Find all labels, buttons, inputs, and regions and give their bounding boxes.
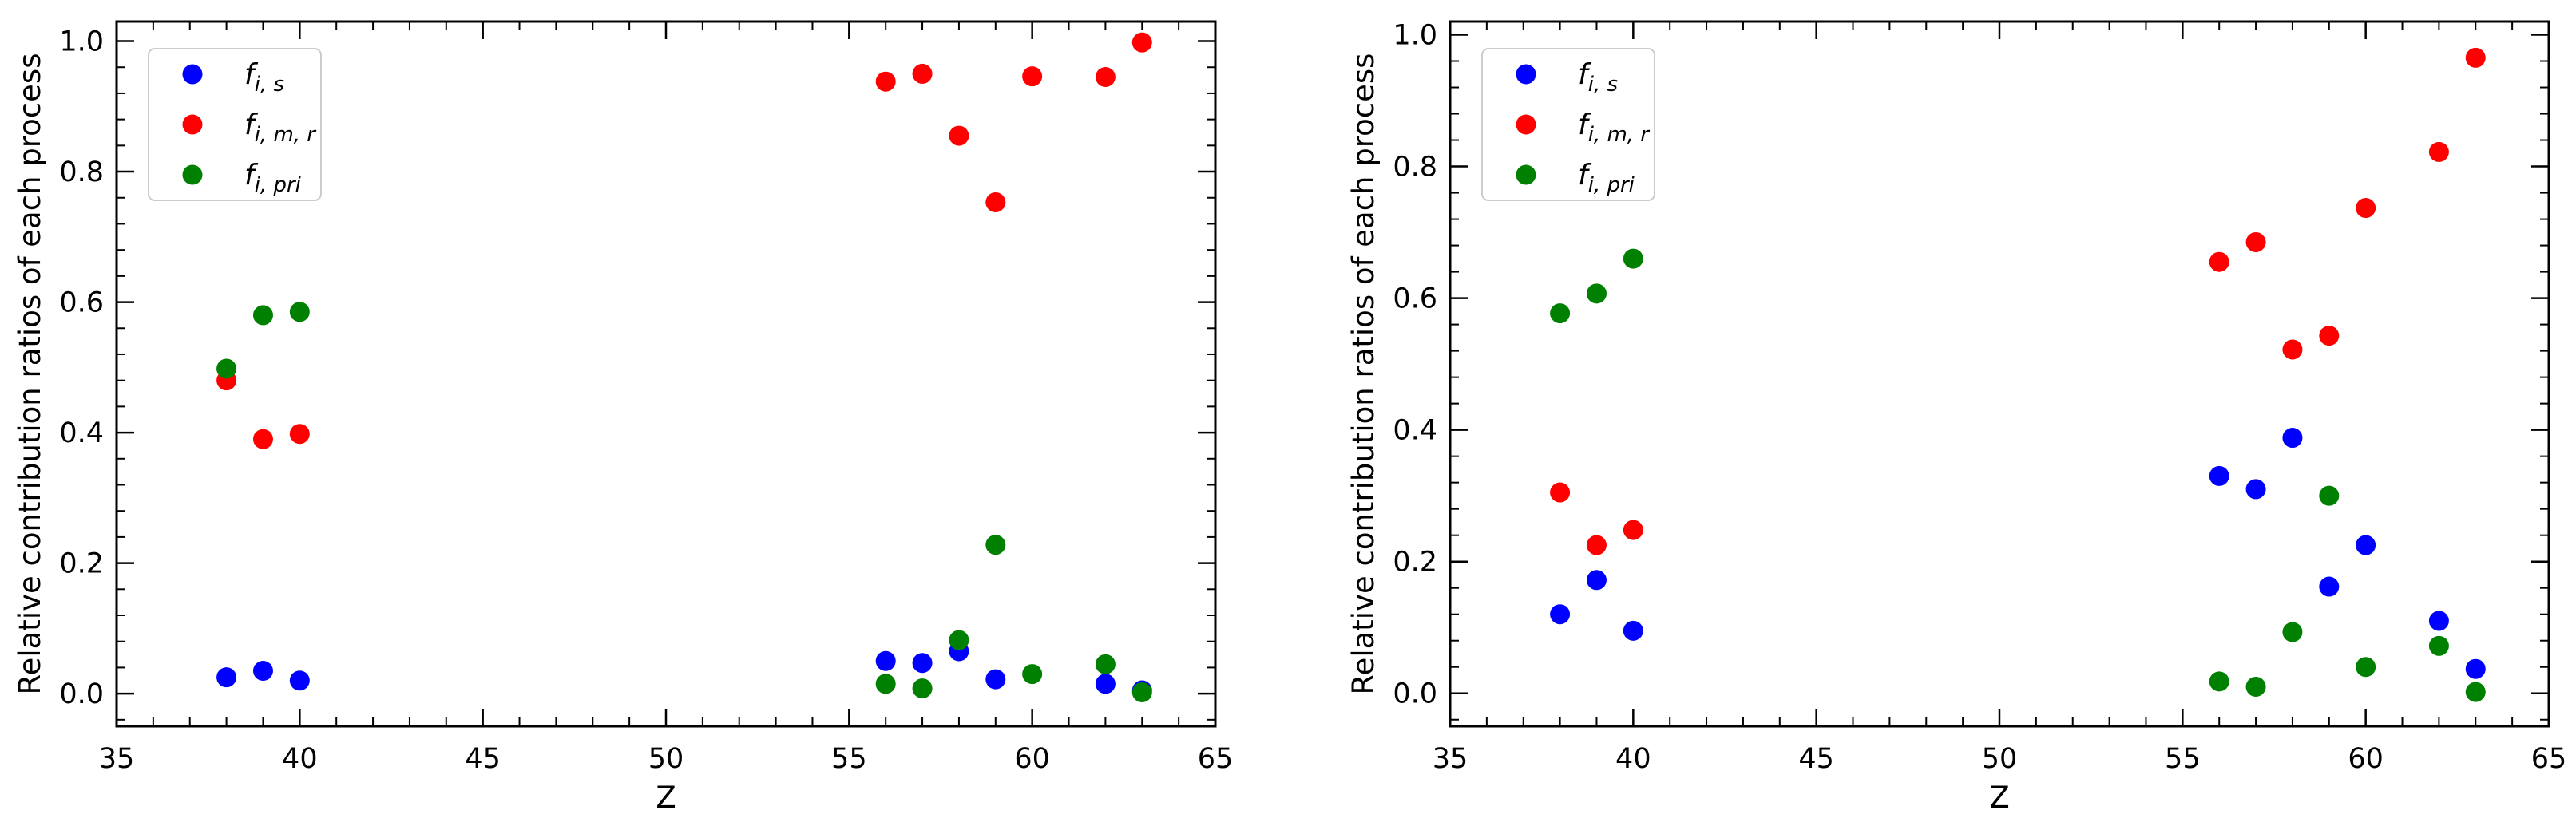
y-tick-label: 1.0 [1393, 20, 1437, 52]
data-point-fipri [2209, 671, 2229, 692]
data-point-fipri [2428, 635, 2449, 656]
data-point-fis [875, 650, 896, 671]
y-tick-label: 0.8 [1393, 152, 1437, 184]
data-point-fimr [985, 192, 1006, 212]
data-point-fimr [2356, 198, 2376, 219]
data-point-fipri [2465, 682, 2486, 702]
data-point-fipri [949, 630, 969, 650]
y-tick-label: 0.8 [59, 156, 104, 188]
legend-box [148, 48, 322, 201]
data-point-fipri [1623, 248, 1643, 269]
y-tick-label: 0.6 [59, 287, 104, 319]
x-tick-label: 60 [2348, 743, 2384, 775]
x-tick-label: 35 [99, 743, 135, 775]
data-point-fis [1586, 570, 1607, 591]
data-point-fis [289, 670, 310, 691]
data-point-fimr [252, 429, 273, 449]
data-point-fipri [1550, 303, 1571, 324]
y-tick-label: 0.2 [59, 548, 104, 580]
data-point-fimr [875, 71, 896, 92]
y-tick-label: 0.0 [59, 678, 104, 710]
y-tick-label: 0.4 [1393, 415, 1437, 447]
data-point-fipri [216, 358, 237, 379]
x-tick-label: 50 [1982, 743, 2018, 775]
data-point-fimr [289, 424, 310, 445]
data-point-fimr [1022, 66, 1043, 87]
legend-marker [182, 164, 203, 185]
data-point-fis [1623, 620, 1643, 641]
data-point-fis [2282, 428, 2303, 449]
data-point-fis [216, 667, 237, 688]
data-point-fimr [2319, 326, 2340, 346]
y-axis-label: Relative contribution ratios of each pro… [1346, 53, 1381, 695]
legend-box [1481, 48, 1655, 201]
data-point-fimr [2465, 47, 2486, 68]
data-point-fipri [252, 305, 273, 326]
y-axis-label: Relative contribution ratios of each pro… [13, 53, 47, 695]
data-point-fimr [1550, 482, 1571, 503]
data-point-fimr [2282, 339, 2303, 360]
x-tick-label: 45 [1798, 743, 1834, 775]
data-point-fipri [985, 535, 1006, 555]
data-point-fis [2356, 535, 2376, 555]
data-point-fis [252, 661, 273, 682]
data-point-fis [1550, 604, 1571, 625]
data-point-fimr [2428, 141, 2449, 162]
data-point-fimr [1131, 32, 1152, 53]
legend-marker [182, 64, 203, 85]
x-tick-label: 50 [648, 743, 684, 775]
data-point-fipri [289, 302, 310, 322]
right-chart-panel: 35 40 45 50 55 60 65 0.0 0.2 0.4 0.6 0.8 1.0 Z Relativ… [1346, 20, 2566, 815]
y-tick-label: 0.6 [1393, 283, 1437, 315]
data-point-fimr [2209, 251, 2229, 272]
data-point-fipri [1022, 664, 1043, 685]
data-point-fipri [1586, 283, 1607, 304]
data-point-fipri [2282, 622, 2303, 642]
x-tick-label: 35 [1433, 743, 1468, 775]
data-point-fimr [1095, 66, 1116, 87]
data-point-fipri [2319, 485, 2340, 506]
y-tick-label: 1.0 [59, 26, 104, 58]
y-tick-label: 0.0 [1393, 678, 1437, 710]
legend-marker [1516, 164, 1536, 185]
x-tick-label: 40 [282, 743, 318, 775]
data-point-fis [2245, 479, 2266, 500]
x-axis-label: Z [1989, 781, 2009, 815]
data-point-fipri [875, 674, 896, 694]
x-tick-label: 55 [831, 743, 867, 775]
data-point-fis [2465, 658, 2486, 679]
x-tick-label: 40 [1615, 743, 1651, 775]
x-tick-label: 65 [2531, 743, 2567, 775]
x-tick-label: 60 [1014, 743, 1050, 775]
legend-marker [182, 114, 203, 135]
x-tick-label: 65 [1198, 743, 1234, 775]
legend-marker [1516, 114, 1536, 135]
data-point-fimr [949, 125, 969, 146]
y-tick-label: 0.4 [59, 417, 104, 449]
left-chart-panel: 35 40 45 50 55 60 65 0.0 0.2 0.4 0.6 0.8 1.0 Z Relativ… [13, 20, 1234, 815]
x-tick-label: 55 [2165, 743, 2201, 775]
data-point-fimr [2245, 231, 2266, 252]
data-point-fipri [912, 678, 933, 699]
data-point-fis [912, 653, 933, 674]
data-point-fipri [2356, 657, 2376, 678]
data-point-fimr [912, 63, 933, 84]
x-tick-label: 45 [465, 743, 501, 775]
y-tick-label: 0.2 [1393, 547, 1437, 579]
data-point-fis [985, 669, 1006, 690]
data-point-fis [2209, 465, 2229, 486]
data-point-fipri [1095, 654, 1116, 674]
data-point-fimr [1623, 520, 1643, 540]
legend-marker [1516, 64, 1536, 85]
legend-label: fi, s [244, 58, 284, 97]
data-point-fis [2428, 611, 2449, 631]
data-point-fimr [1586, 535, 1607, 555]
legend-label: fi, pri [244, 159, 302, 197]
data-point-fipri [2245, 676, 2266, 697]
data-point-fis [1095, 674, 1116, 694]
data-point-fipri [1131, 682, 1152, 702]
data-point-fis [2319, 576, 2340, 597]
x-axis-label: Z [656, 781, 676, 815]
